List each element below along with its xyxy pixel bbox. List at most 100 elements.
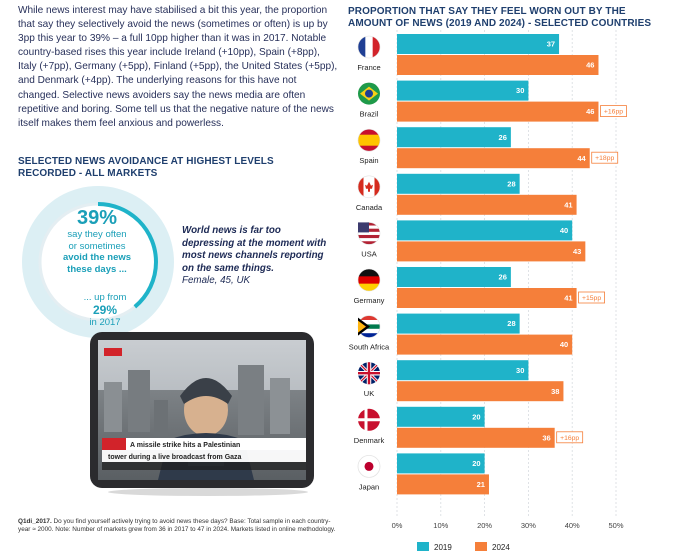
avoidance-upfrom: ... up from 29% in 2017	[70, 292, 140, 328]
bar-value-label: 28	[507, 319, 515, 328]
country-label: USA	[361, 249, 376, 258]
upfrom-suffix: in 2017	[89, 316, 121, 328]
bar-value-label: 26	[499, 273, 507, 282]
bar-value-label: 41	[564, 200, 572, 209]
footnote-label: Q1di_2017.	[18, 518, 52, 525]
flag-stripe	[358, 283, 380, 291]
legend-swatch-2024	[475, 542, 487, 551]
bar-value-label: 41	[564, 294, 572, 303]
flag-sun	[364, 461, 374, 471]
flag-leaf	[365, 181, 373, 192]
x-tick-label: 50%	[608, 521, 623, 530]
footnote-text: Do you find yourself actively trying to …	[18, 518, 336, 533]
bar-value-label: 30	[516, 366, 524, 375]
x-tick-label: 10%	[433, 521, 448, 530]
tablet-news-image: A missile strike hits a Palestinian tower…	[90, 332, 314, 496]
bar-2024	[397, 55, 599, 75]
country-label: Spain	[359, 156, 378, 165]
flag-canton	[358, 222, 369, 233]
avoidance-line4: these days ...	[67, 263, 127, 275]
bar-value-label: 36	[542, 433, 550, 442]
bar-2019	[397, 127, 511, 148]
bar-2024	[397, 427, 555, 448]
bar-value-label: 43	[573, 247, 581, 256]
quote-text: World news is far too depressing at the …	[182, 225, 327, 274]
flag-triangle-inner	[358, 320, 366, 333]
bar-value-label: 38	[551, 387, 559, 396]
bar-value-label: 40	[560, 340, 568, 349]
bar-value-label: 26	[499, 133, 507, 142]
flag-stripe	[358, 134, 380, 141]
flag-stripe	[358, 328, 380, 334]
flag-stripe	[358, 36, 366, 58]
country-label: Brazil	[360, 110, 379, 119]
change-badge-label: +16pp	[560, 435, 579, 442]
change-badge-label: +18pp	[595, 155, 614, 162]
tablet-headline-line1: A missile strike hits a Palestinian	[130, 442, 240, 449]
flag-stripe	[372, 36, 380, 58]
bar-2024	[397, 101, 599, 122]
x-tick-label: 40%	[565, 521, 580, 530]
country-label: South Africa	[349, 343, 390, 352]
flag-stripe	[358, 231, 380, 236]
flag-stripe	[358, 241, 380, 245]
bar-2019	[397, 313, 520, 334]
bar-2019	[397, 173, 520, 194]
country-label: France	[357, 63, 380, 72]
change-badge	[591, 151, 619, 164]
flag-cross-red	[358, 362, 380, 385]
legend-label: 2019	[434, 543, 452, 552]
bar-value-label: 44	[577, 154, 586, 163]
flag-outline	[357, 128, 381, 152]
avoidance-line1: say they often	[67, 229, 127, 240]
chart-title: PROPORTION THAT SAY THEY FEEL WORN OUT B…	[348, 6, 652, 29]
flag-globe	[365, 89, 373, 98]
bar-2019	[397, 267, 511, 287]
avoidance-line3: avoid the news	[62, 252, 132, 263]
flag-outline	[357, 268, 381, 292]
flag-stripe	[358, 145, 380, 152]
avoidance-ring-arc	[38, 202, 158, 322]
bar-2024	[397, 334, 573, 355]
country-label: Denmark	[354, 436, 385, 445]
tablet-headline-line2: tower during a live broadcast from Gaza	[108, 454, 242, 461]
avoidance-section-title: SELECTED NEWS AVOIDANCE AT HIGHEST LEVEL…	[18, 156, 274, 179]
bar-2024	[397, 381, 564, 402]
bar-value-label: 37	[547, 40, 555, 49]
avoidance-stat: 39% say they often or sometimes avoid th…	[46, 207, 148, 275]
bar-value-label: 20	[472, 412, 480, 421]
avoidance-ring	[21, 186, 174, 338]
change-badge	[578, 291, 605, 304]
footnote: Q1di_2017. Do you find yourself actively…	[18, 518, 340, 534]
change-badge-label: +15pp	[582, 295, 601, 302]
flag-outline	[357, 175, 381, 199]
bar-value-label: 28	[507, 179, 515, 188]
legend-label: 2024	[492, 543, 510, 552]
bar-2024	[397, 474, 489, 495]
country-label: Germany	[354, 296, 385, 305]
svg-text:A missile strike hits a Palest: A missile strike hits a Palestinian tower…	[108, 442, 242, 461]
bar-value-label: 46	[586, 107, 594, 116]
x-tick-label: 20%	[477, 521, 492, 530]
flag-stripe	[358, 269, 380, 277]
avoidance-value: 39%	[76, 207, 118, 229]
bar-2024	[397, 288, 577, 308]
bar-2019	[397, 360, 529, 381]
flag-stripe	[358, 234, 380, 239]
flag-stripe	[358, 276, 380, 284]
change-badge	[600, 105, 627, 117]
bar-2024	[397, 241, 586, 262]
upfrom-prefix: ... up from	[83, 292, 127, 303]
respondent-quote: World news is far too depressing at the …	[182, 225, 330, 288]
flag-stripe	[358, 175, 364, 198]
flag-stripe	[358, 333, 380, 338]
bar-value-label: 20	[472, 459, 480, 468]
legend-swatch-2019	[417, 542, 429, 551]
quote-attribution: Female, 45, UK	[182, 275, 251, 286]
flag-stripe	[374, 175, 380, 198]
change-badge	[556, 431, 584, 444]
change-badge-label: +16pp	[604, 109, 623, 116]
country-label: UK	[364, 389, 374, 398]
bar-value-label: 40	[560, 226, 568, 235]
flag-stripe	[358, 315, 380, 321]
